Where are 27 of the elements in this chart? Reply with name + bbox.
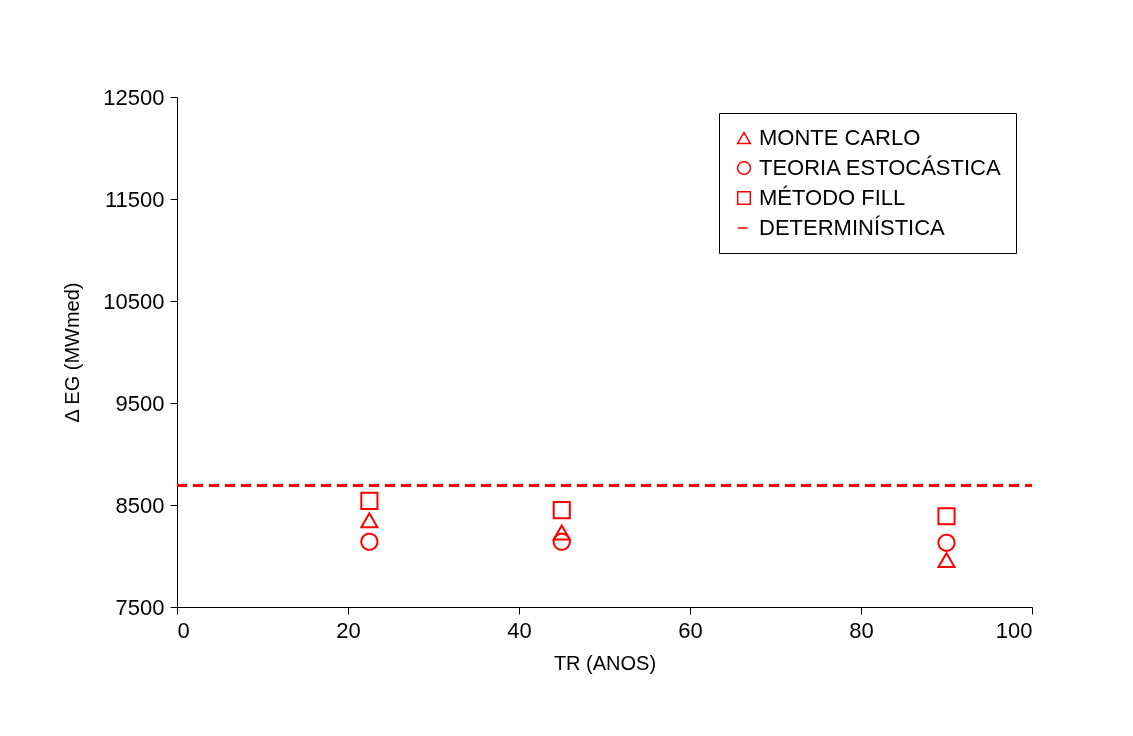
point [552, 532, 571, 551]
x-tick-label: 40 [507, 617, 532, 643]
point [360, 512, 379, 529]
point [552, 524, 571, 541]
y-tick-label: 8500 [115, 492, 165, 518]
y-tick-label: 9500 [115, 390, 165, 416]
y-tick-label: 12500 [103, 84, 165, 110]
legend-label: MONTE CARLO [759, 125, 921, 150]
y-tick-label: 10500 [103, 288, 165, 314]
x-tick-label: 60 [678, 617, 703, 643]
y-tick-label: 11500 [104, 186, 165, 212]
point [937, 552, 956, 569]
x-tick-label: 20 [336, 617, 361, 643]
point [937, 533, 956, 552]
point [360, 532, 379, 551]
point [360, 491, 379, 510]
legend-label: TEORIA ESTOCÁSTICA [759, 155, 1001, 180]
legend-label: DETERMINÍSTICA [759, 215, 946, 240]
legend-label: MÉTODO FILL [759, 185, 906, 210]
y-axis-title: Δ EG (MWmed) [61, 282, 84, 423]
x-tick-label: 0 [177, 617, 190, 643]
x-axis-title: TR (ANOS) [553, 651, 657, 674]
x-tick-label: 100 [995, 617, 1033, 643]
point [552, 501, 571, 520]
x-tick-label: 80 [849, 617, 874, 643]
point [937, 507, 956, 526]
y-tick-label: 7500 [115, 594, 165, 620]
